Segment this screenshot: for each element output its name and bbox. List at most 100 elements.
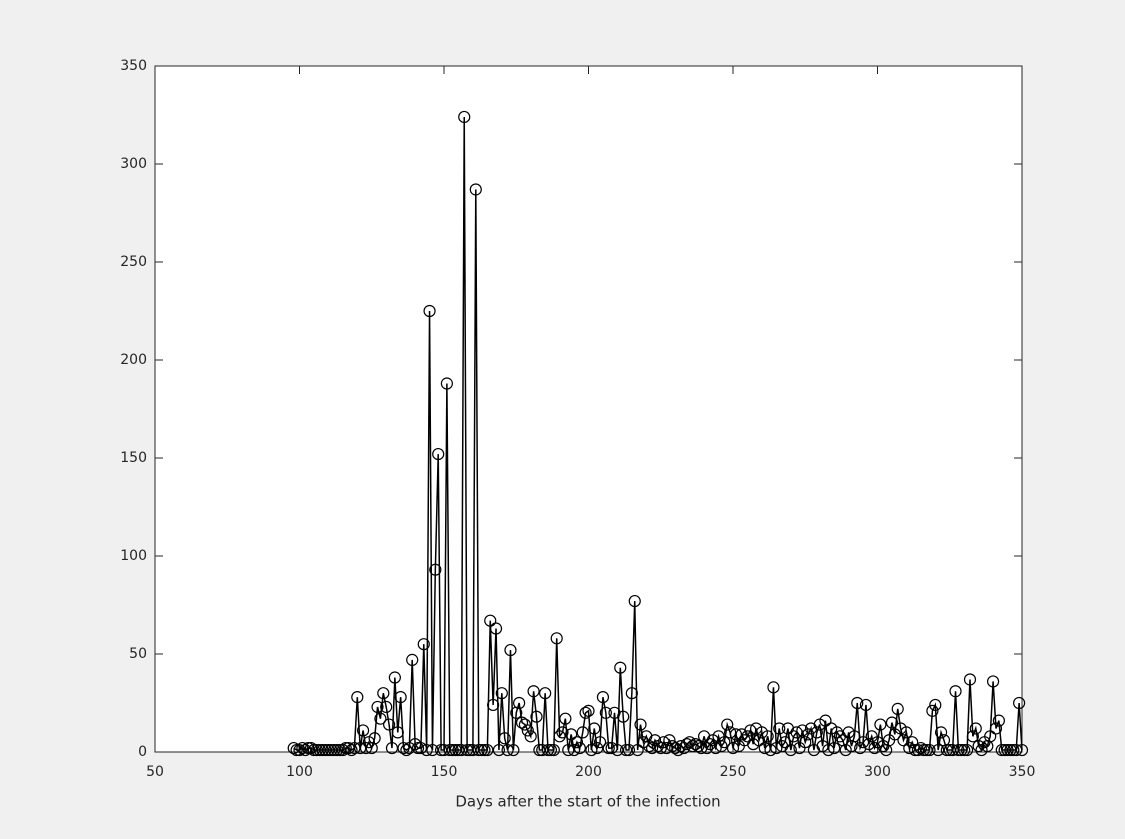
point-marker bbox=[380, 700, 393, 714]
y-tick-label: 0 bbox=[138, 744, 147, 760]
point-marker bbox=[885, 716, 899, 729]
point-marker bbox=[339, 741, 352, 755]
point-marker bbox=[556, 726, 569, 739]
point-marker bbox=[588, 722, 601, 735]
point-marker bbox=[856, 736, 870, 749]
point-marker bbox=[654, 741, 667, 755]
axes-box bbox=[154, 65, 1023, 753]
point-marker bbox=[625, 687, 638, 700]
y-tick-label: 300 bbox=[120, 156, 147, 172]
point-marker bbox=[744, 724, 757, 737]
x-axis-label: Days after the start of the infection bbox=[455, 793, 720, 811]
point-marker bbox=[726, 741, 740, 755]
point-marker bbox=[680, 738, 693, 751]
y-tick-label: 200 bbox=[120, 352, 147, 368]
point-marker bbox=[631, 743, 644, 757]
point-marker bbox=[374, 712, 387, 725]
point-marker bbox=[368, 732, 381, 745]
point-marker bbox=[487, 698, 500, 712]
x-tick-label: 150 bbox=[431, 764, 458, 780]
point-marker bbox=[570, 736, 584, 749]
point-marker bbox=[700, 741, 714, 755]
point-marker bbox=[692, 740, 705, 753]
point-marker bbox=[521, 724, 534, 737]
x-tick-label: 50 bbox=[146, 764, 164, 780]
point-marker bbox=[926, 704, 939, 717]
point-marker bbox=[960, 743, 974, 757]
point-marker bbox=[787, 730, 800, 743]
point-marker bbox=[475, 743, 488, 757]
point-marker bbox=[573, 741, 586, 755]
series-line bbox=[293, 116, 1023, 753]
point-marker bbox=[822, 743, 835, 757]
x-tick-label: 200 bbox=[575, 764, 602, 780]
point-marker bbox=[1010, 743, 1023, 757]
point-marker bbox=[547, 743, 560, 757]
x-tick-label: 100 bbox=[286, 764, 313, 780]
point-marker bbox=[828, 741, 841, 755]
point-marker bbox=[562, 743, 575, 757]
point-marker bbox=[498, 732, 511, 745]
point-marker bbox=[718, 736, 731, 749]
point-marker bbox=[495, 687, 508, 700]
point-marker bbox=[593, 736, 607, 749]
point-marker bbox=[576, 726, 589, 739]
point-marker bbox=[596, 691, 610, 704]
point-marker bbox=[579, 706, 592, 719]
point-marker bbox=[504, 643, 517, 657]
point-marker bbox=[605, 741, 618, 755]
x-tick-label: 250 bbox=[720, 764, 747, 780]
point-marker bbox=[423, 304, 436, 318]
point-marker bbox=[518, 718, 532, 731]
point-marker bbox=[371, 700, 384, 714]
point-marker bbox=[989, 722, 1003, 735]
point-marker bbox=[388, 671, 401, 684]
point-marker bbox=[432, 447, 445, 461]
point-marker bbox=[969, 722, 982, 735]
point-marker bbox=[458, 110, 471, 124]
point-marker bbox=[406, 653, 419, 666]
point-marker bbox=[897, 734, 910, 747]
y-tick-label: 100 bbox=[120, 548, 147, 564]
point-marker bbox=[799, 736, 812, 749]
point-marker bbox=[296, 741, 309, 755]
point-marker bbox=[287, 741, 300, 755]
point-marker bbox=[963, 673, 977, 686]
point-marker bbox=[478, 743, 491, 757]
point-marker bbox=[848, 730, 861, 743]
point-marker bbox=[411, 741, 425, 755]
point-marker bbox=[446, 743, 459, 757]
point-marker bbox=[767, 681, 780, 694]
point-marker bbox=[330, 743, 344, 757]
point-marker bbox=[721, 718, 734, 731]
point-marker bbox=[559, 712, 572, 725]
point-marker bbox=[345, 743, 358, 757]
point-marker bbox=[293, 743, 306, 757]
point-marker bbox=[440, 377, 453, 390]
point-marker bbox=[414, 741, 427, 755]
point-marker bbox=[302, 741, 315, 755]
point-marker bbox=[602, 741, 615, 755]
point-marker bbox=[724, 726, 737, 739]
point-marker bbox=[819, 714, 832, 727]
point-marker bbox=[469, 183, 482, 196]
point-marker bbox=[351, 691, 364, 704]
point-marker bbox=[645, 741, 659, 755]
point-marker bbox=[622, 743, 636, 757]
point-marker bbox=[391, 726, 404, 739]
point-marker bbox=[923, 743, 936, 757]
y-tick-label: 150 bbox=[120, 450, 147, 466]
point-marker bbox=[553, 730, 566, 743]
axes-background bbox=[155, 66, 1022, 752]
point-marker bbox=[420, 743, 433, 757]
point-marker bbox=[868, 741, 881, 755]
point-marker bbox=[686, 740, 699, 753]
point-marker bbox=[501, 743, 514, 757]
point-marker bbox=[715, 740, 728, 753]
point-marker bbox=[986, 675, 1000, 688]
point-marker bbox=[397, 741, 410, 755]
point-marker bbox=[382, 718, 396, 731]
point-marker bbox=[891, 702, 904, 715]
